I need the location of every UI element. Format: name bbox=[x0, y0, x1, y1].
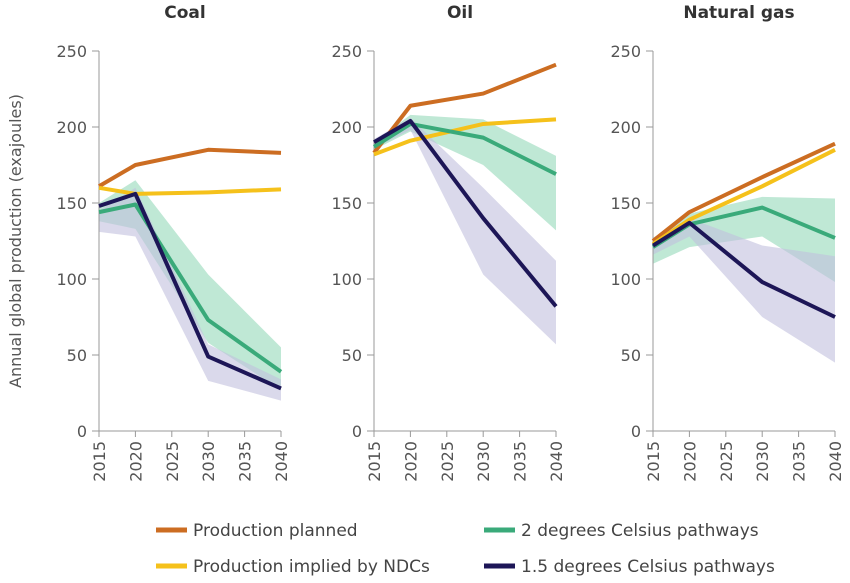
x-tick-label: 2035 bbox=[236, 441, 255, 482]
y-tick-label: 200 bbox=[610, 118, 641, 137]
y-tick-label: 0 bbox=[77, 422, 87, 441]
panel-oil: Oil 0 50 100 150 200 250 2015 2020 2025 2030 2035 20… bbox=[331, 3, 566, 482]
series-line-onefive bbox=[98, 191, 282, 391]
panel-coal: Coal 0 50 100 150 200 250 2015 2020 2025 2030 2035 2… bbox=[56, 3, 291, 482]
legend-item-two: 2 degrees Celsius pathways bbox=[484, 521, 759, 541]
x-tick-label: 2025 bbox=[717, 441, 736, 482]
y-tick-label: 200 bbox=[331, 118, 362, 137]
legend-label: 1.5 degrees Celsius pathways bbox=[521, 557, 775, 577]
y-tick-label: 100 bbox=[610, 270, 641, 289]
legend-item-ndc: Production implied by NDCs bbox=[156, 557, 430, 577]
x-tick-label: 2020 bbox=[680, 441, 699, 482]
x-tick-label: 2020 bbox=[401, 441, 420, 482]
panel-natural-gas: Natural gas 0 50 100 150 200 250 2015 2020 2025 20… bbox=[610, 3, 845, 482]
x-tick-label: 2020 bbox=[126, 441, 145, 482]
y-tick-label: 200 bbox=[56, 118, 87, 137]
series-line-planned bbox=[651, 141, 836, 243]
x-tick-label: 2040 bbox=[272, 441, 291, 482]
band-onefive bbox=[99, 187, 281, 401]
x-tick-label: 2030 bbox=[753, 441, 772, 482]
series-line-onefive bbox=[651, 220, 836, 319]
x-tick-label: 2030 bbox=[474, 441, 493, 482]
y-tick-label: 50 bbox=[621, 346, 641, 365]
legend: Production planned 2 degrees Celsius path… bbox=[156, 521, 775, 577]
legend-label: 2 degrees Celsius pathways bbox=[521, 521, 759, 541]
y-tick-label: 50 bbox=[67, 346, 87, 365]
panel-title: Coal bbox=[164, 3, 205, 23]
x-tick-label: 2025 bbox=[438, 441, 457, 482]
x-tick-label: 2015 bbox=[365, 441, 384, 482]
y-tick-label: 250 bbox=[56, 42, 87, 61]
panel-title: Natural gas bbox=[683, 3, 794, 23]
legend-label: Production implied by NDCs bbox=[193, 557, 430, 577]
x-tick-label: 2015 bbox=[644, 441, 663, 482]
y-tick-label: 0 bbox=[352, 422, 362, 441]
y-tick-label: 150 bbox=[56, 194, 87, 213]
x-tick-label: 2035 bbox=[511, 441, 530, 482]
x-tick-label: 2040 bbox=[826, 441, 845, 482]
series-line-onefive bbox=[372, 118, 558, 308]
y-axis-label: Annual global production (exajoules) bbox=[6, 94, 25, 388]
y-tick-label: 250 bbox=[610, 42, 641, 61]
x-tick-label: 2035 bbox=[790, 441, 809, 482]
legend-label: Production planned bbox=[193, 521, 358, 541]
series-line-planned bbox=[97, 147, 282, 189]
y-tick-label: 100 bbox=[331, 270, 362, 289]
x-tick-label: 2025 bbox=[163, 441, 182, 482]
series-line-two bbox=[98, 202, 283, 374]
y-tick-label: 150 bbox=[331, 194, 362, 213]
panels: Coal 0 50 100 150 200 250 2015 2020 2025 2030 2035 2… bbox=[56, 3, 845, 482]
y-tick-label: 0 bbox=[631, 422, 641, 441]
panel-title: Oil bbox=[447, 3, 473, 23]
x-tick-label: 2040 bbox=[547, 441, 566, 482]
band-two bbox=[374, 114, 556, 231]
x-tick-label: 2015 bbox=[90, 441, 109, 482]
legend-item-onefive: 1.5 degrees Celsius pathways bbox=[484, 557, 775, 577]
y-tick-label: 150 bbox=[610, 194, 641, 213]
series-line-ndc bbox=[98, 185, 282, 196]
y-tick-label: 50 bbox=[342, 346, 362, 365]
legend-item-planned: Production planned bbox=[156, 521, 358, 541]
band-onefive bbox=[653, 218, 835, 363]
y-tick-label: 250 bbox=[331, 42, 362, 61]
series-line-two bbox=[372, 121, 557, 176]
y-tick-label: 100 bbox=[56, 270, 87, 289]
x-tick-label: 2030 bbox=[199, 441, 218, 482]
band-onefive bbox=[374, 117, 556, 345]
